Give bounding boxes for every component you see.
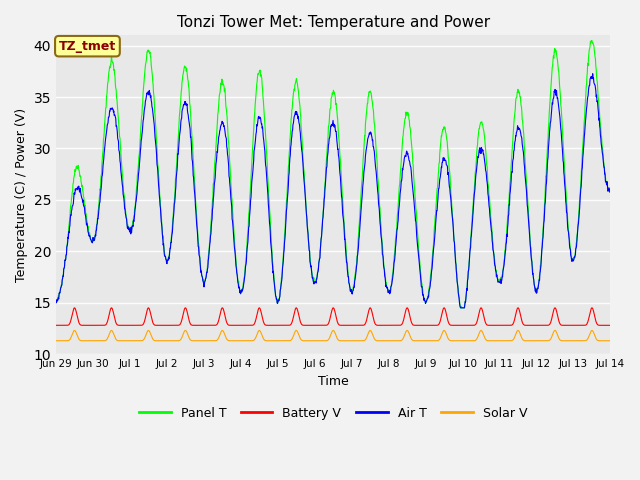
Battery V [492,323,500,328]
Panel T [52,297,60,303]
Air T [52,297,60,303]
Air T [492,269,500,275]
Panel T [237,288,245,294]
Panel T [541,194,548,200]
Air T [175,135,183,141]
Line: Air T: Air T [56,74,611,308]
Battery V [176,322,184,328]
Solar V [492,338,500,344]
Battery V [163,323,170,328]
Panel T [175,114,183,120]
Text: TZ_tmet: TZ_tmet [59,40,116,53]
Legend: Panel T, Battery V, Air T, Solar V: Panel T, Battery V, Air T, Solar V [134,402,532,425]
Solar V [163,338,170,344]
Line: Battery V: Battery V [56,308,611,325]
Y-axis label: Temperature (C) / Power (V): Temperature (C) / Power (V) [15,108,28,282]
Panel T [457,305,465,311]
Air T [237,288,245,294]
Air T [607,188,614,194]
Panel T [162,256,170,262]
Line: Solar V: Solar V [56,330,611,341]
Panel T [607,187,614,193]
Battery V [52,323,60,328]
Air T [541,202,548,207]
Solar V [238,338,246,344]
Air T [162,256,170,262]
Air T [419,292,427,298]
Panel T [588,37,596,43]
Battery V [607,323,614,328]
Solar V [420,338,428,344]
Line: Panel T: Panel T [56,40,611,308]
Solar V [52,338,60,344]
Panel T [419,292,427,298]
Battery V [238,323,246,328]
Solar V [541,338,548,344]
Title: Tonzi Tower Met: Temperature and Power: Tonzi Tower Met: Temperature and Power [177,15,490,30]
Battery V [420,323,428,328]
Solar V [70,327,78,333]
Solar V [176,337,184,343]
Battery V [70,305,78,311]
Air T [589,71,596,77]
Battery V [541,323,548,328]
Air T [457,305,465,311]
Solar V [607,338,614,344]
Panel T [492,267,500,273]
X-axis label: Time: Time [318,374,349,387]
